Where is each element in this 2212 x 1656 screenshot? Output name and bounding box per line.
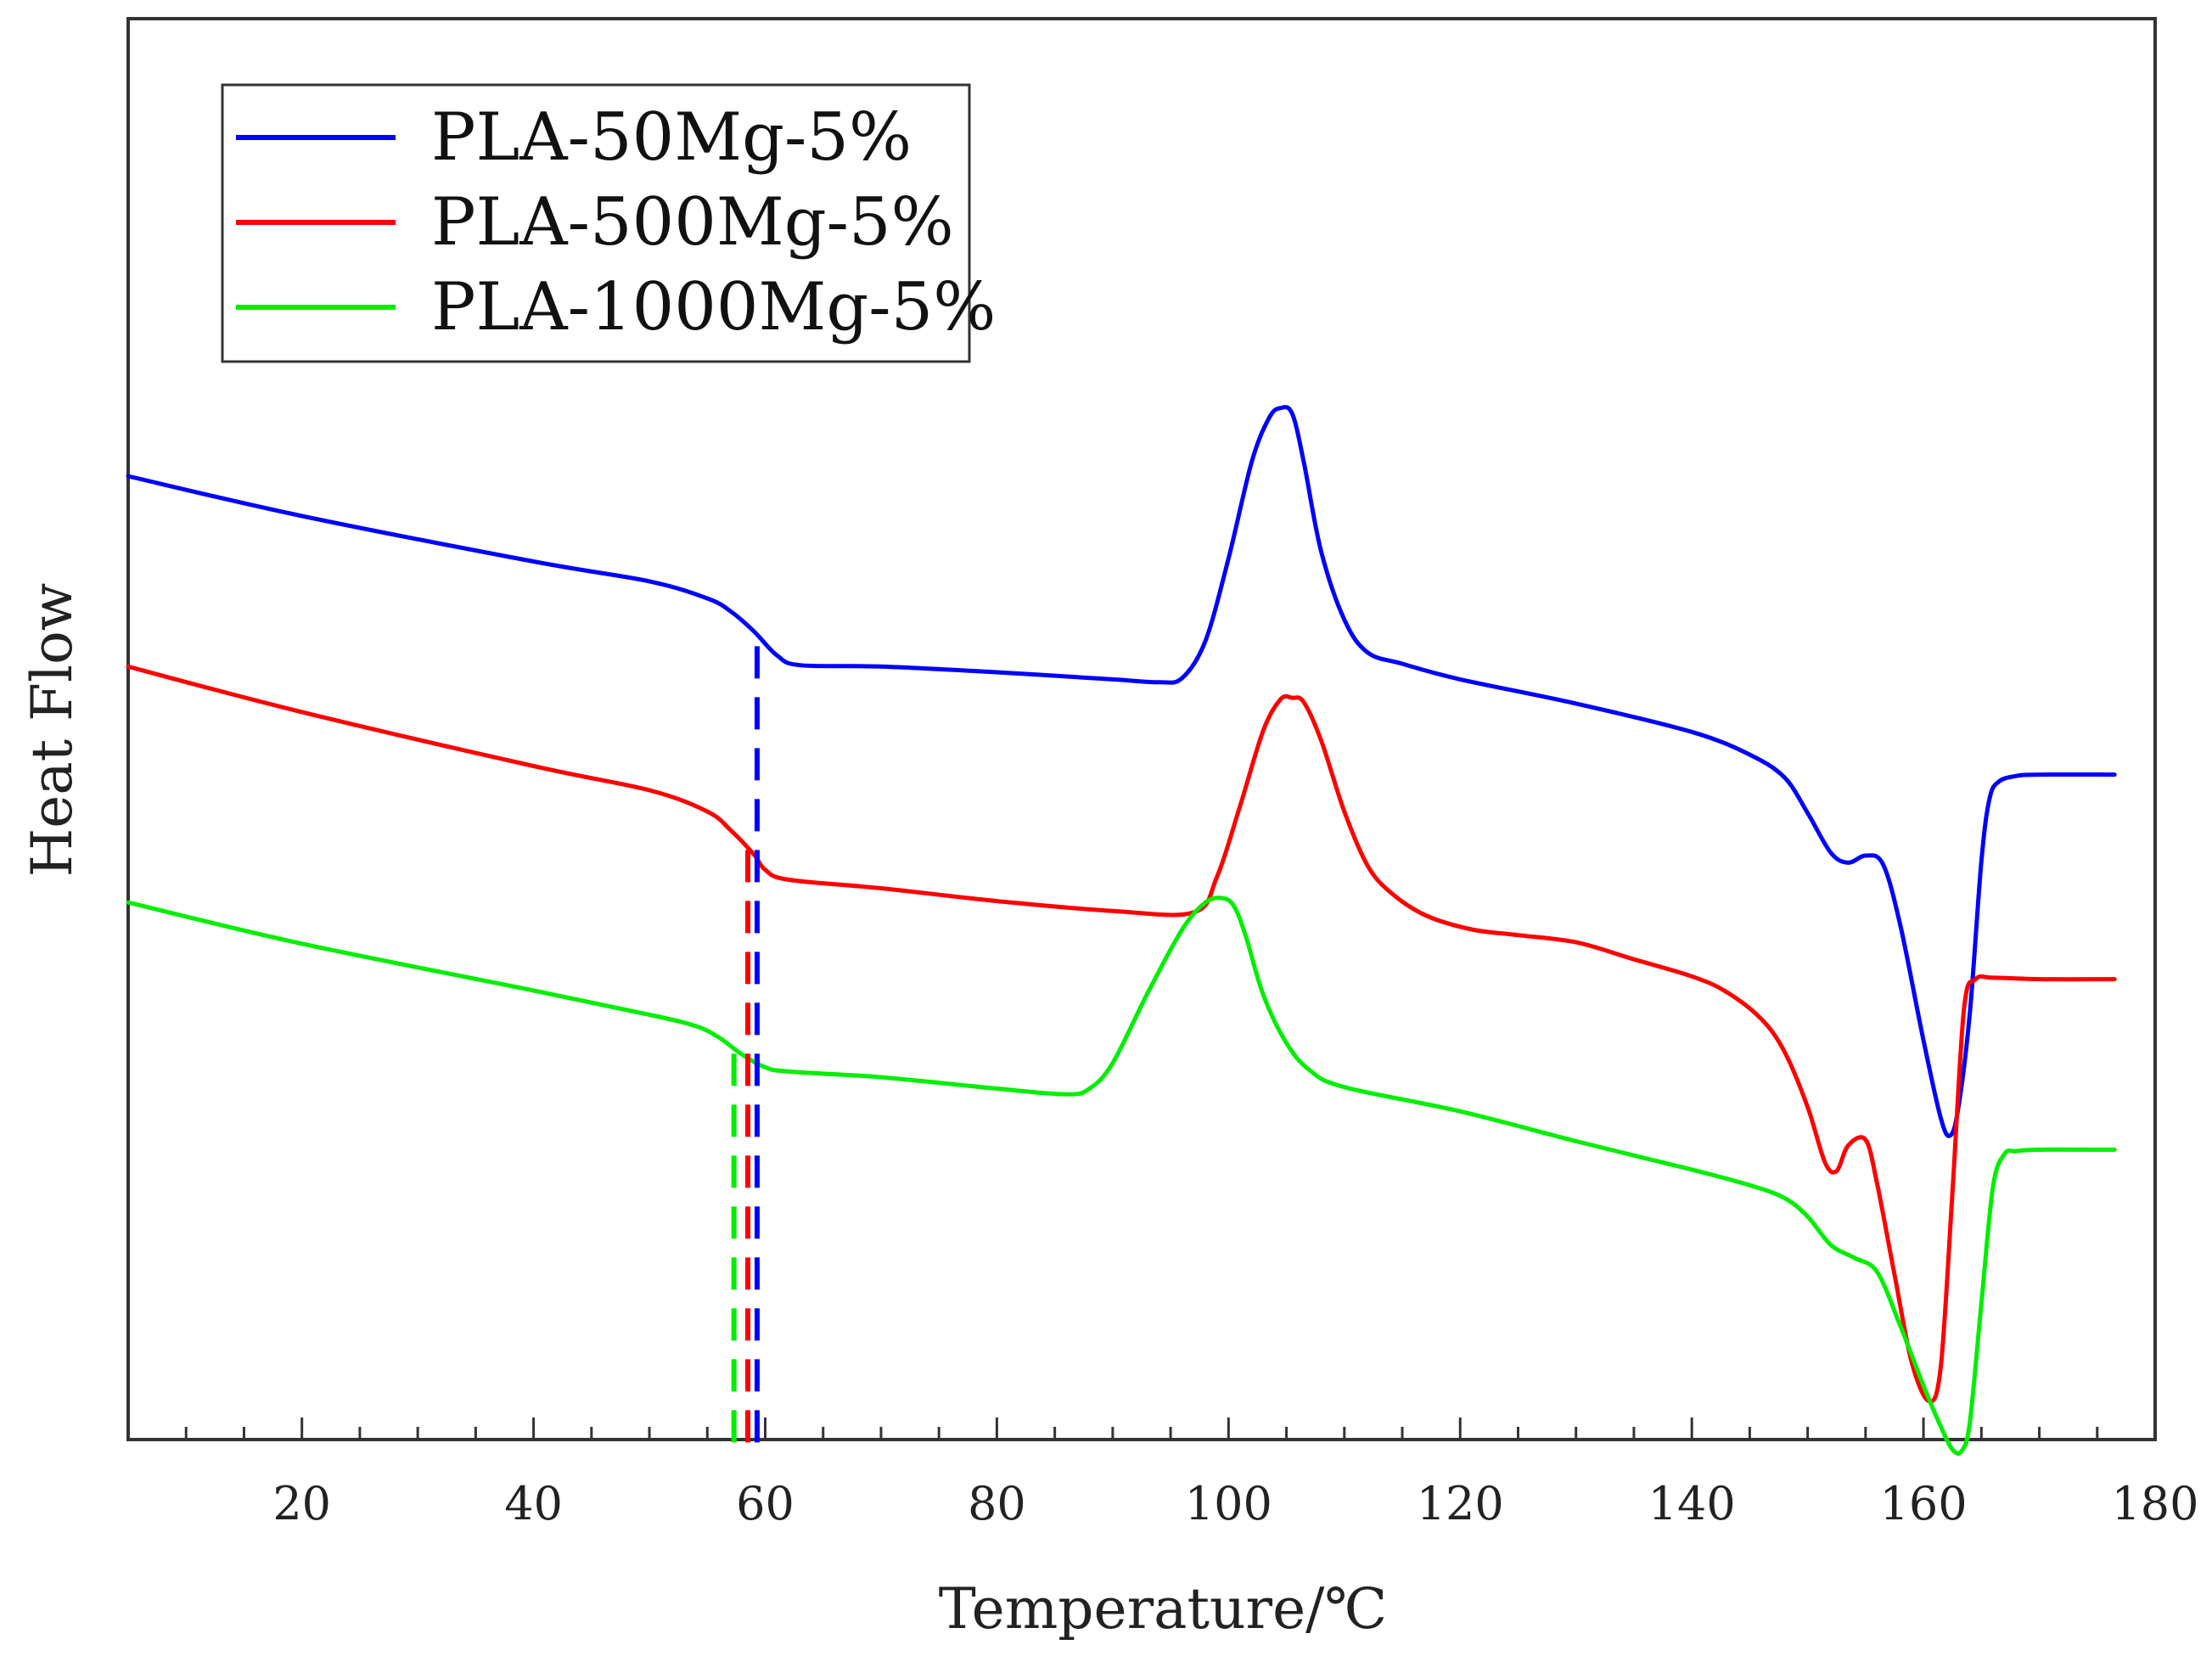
x-tick-label-100: 100 [1185,1477,1272,1530]
legend-label-pla-1000mg-5: PLA-1000Mg-5% [431,269,996,345]
glass-transition-markers [731,628,760,1443]
x-tick-label-80: 80 [968,1477,1026,1530]
x-axis-title: Temperature/℃ [939,1576,1387,1642]
plot-frame [126,17,2157,1441]
x-tick-label-40: 40 [504,1477,563,1530]
legend: PLA-50Mg-5% PLA-500Mg-5% PLA-1000Mg-5% [221,83,996,363]
x-axis-tick-labels: 20 40 60 80 100 120 140 160 180 [272,1477,2198,1530]
legend-label-pla-500mg-5: PLA-500Mg-5% [431,184,954,261]
x-tick-label-160: 160 [1880,1477,1968,1530]
x-tick-label-20: 20 [272,1477,331,1530]
x-tick-label-120: 120 [1417,1477,1504,1530]
x-tick-label-140: 140 [1648,1477,1736,1530]
x-tick-label-60: 60 [736,1477,794,1530]
x-axis-ticks [184,1417,2157,1440]
series-line-pla-50mg-5 [126,405,2117,1138]
y-axis-title: Heat Flow [20,583,85,878]
legend-label-pla-50mg-5: PLA-50Mg-5% [431,99,912,176]
x-tick-label-180: 180 [2111,1477,2198,1530]
series-line-pla-500mg-5 [126,664,2117,1404]
